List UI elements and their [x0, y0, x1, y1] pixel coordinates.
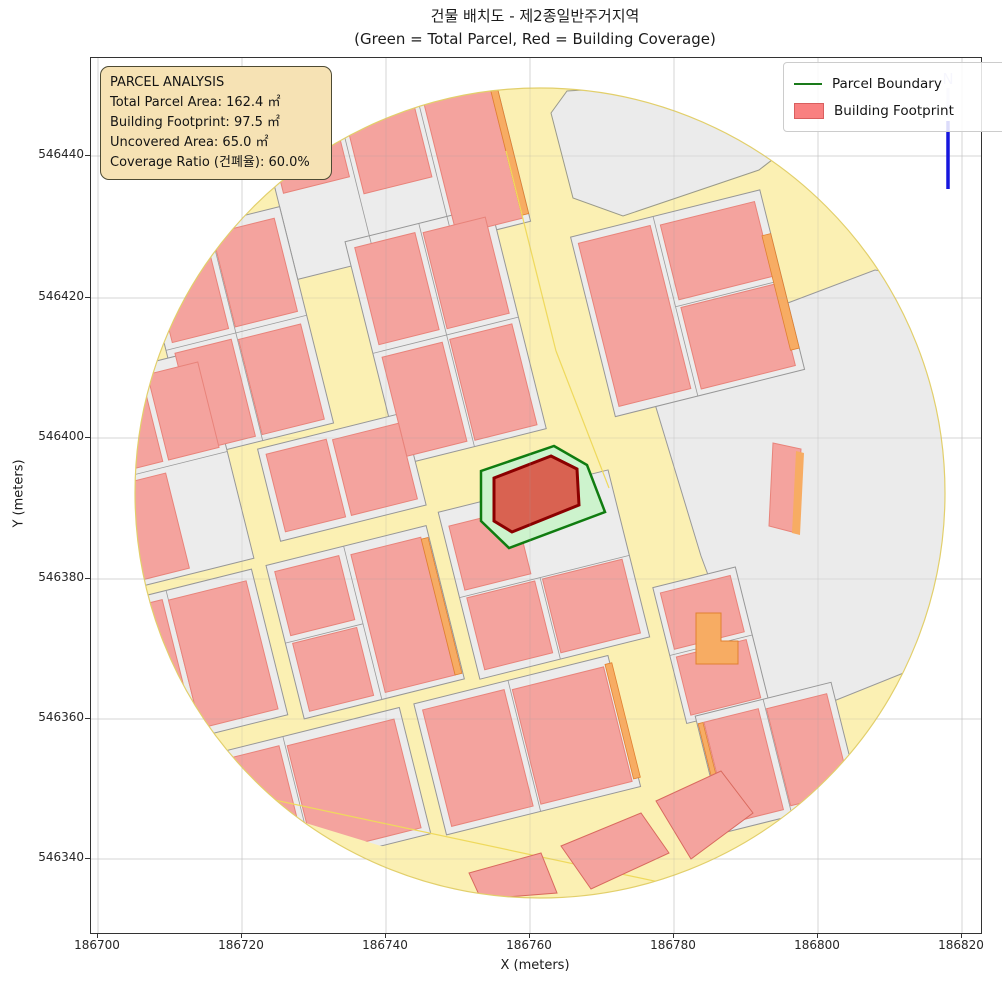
x-tick-label: 186820 — [938, 938, 984, 952]
plot-area: N — [90, 57, 982, 934]
x-tick-label: 186700 — [74, 938, 120, 952]
y-tick — [85, 155, 90, 156]
edge-mark — [935, 608, 941, 618]
y-tick — [85, 578, 90, 579]
gridlines-overlay — [91, 58, 981, 933]
green-line-swatch-icon — [794, 82, 822, 85]
legend-item-building-footprint: Building Footprint — [794, 97, 999, 124]
info-title: PARCEL ANALYSIS — [110, 75, 225, 90]
x-tick — [817, 933, 818, 938]
x-tick-label: 186760 — [506, 938, 552, 952]
legend-label-parcel: Parcel Boundary — [832, 75, 942, 92]
x-tick-label: 186740 — [362, 938, 408, 952]
target-building-footprint — [492, 454, 581, 534]
info-line-uncovered: Uncovered Area: 65.0 ㎡ — [110, 135, 269, 150]
y-tick-label: 546340 — [38, 850, 84, 864]
y-tick-label: 546420 — [38, 289, 84, 303]
legend-label-building: Building Footprint — [834, 102, 954, 119]
y-tick — [85, 858, 90, 859]
x-tick — [961, 933, 962, 938]
x-tick-label: 186780 — [650, 938, 696, 952]
buffer-circle-outline — [134, 87, 946, 899]
chart-title-block: 건물 배치도 - 제2종일반주거지역 (Green = Total Parcel… — [90, 5, 980, 51]
map-canvas: N — [91, 58, 981, 933]
x-tick — [385, 933, 386, 938]
map-layers — [135, 88, 945, 898]
info-line-total-area: Total Parcel Area: 162.4 ㎡ — [110, 95, 281, 110]
chart-title: 건물 배치도 - 제2종일반주거지역 — [430, 7, 640, 25]
y-tick-label: 546400 — [38, 429, 84, 443]
legend-item-parcel-boundary: Parcel Boundary — [794, 70, 999, 97]
y-tick-label: 546440 — [38, 147, 84, 161]
chart-subtitle: (Green = Total Parcel, Red = Building Co… — [354, 30, 716, 48]
legend: Parcel Boundary Building Footprint — [783, 62, 1002, 132]
y-tick — [85, 297, 90, 298]
y-tick — [85, 437, 90, 438]
x-tick — [97, 933, 98, 938]
y-tick — [85, 718, 90, 719]
info-line-coverage: Coverage Ratio (건폐율): 60.0% — [110, 155, 310, 170]
east-strip-orange — [792, 451, 804, 535]
orange-building — [695, 612, 739, 665]
road-edges — [505, 150, 610, 489]
x-axis-label: X (meters) — [500, 958, 570, 973]
red-patch-swatch-icon — [794, 102, 824, 119]
y-tick-label: 546380 — [38, 570, 84, 584]
x-tick — [241, 933, 242, 938]
x-tick — [673, 933, 674, 938]
bottom-road — [135, 769, 701, 898]
bottom-buildings — [468, 770, 754, 898]
info-line-footprint: Building Footprint: 97.5 ㎡ — [110, 115, 281, 130]
x-tick — [529, 933, 530, 938]
parcel-analysis-box: PARCEL ANALYSIS Total Parcel Area: 162.4… — [100, 66, 332, 180]
y-tick-label: 546360 — [38, 710, 84, 724]
y-axis-label: Y (meters) — [11, 459, 27, 528]
x-tick-label: 186720 — [218, 938, 264, 952]
x-tick-label: 186800 — [794, 938, 840, 952]
